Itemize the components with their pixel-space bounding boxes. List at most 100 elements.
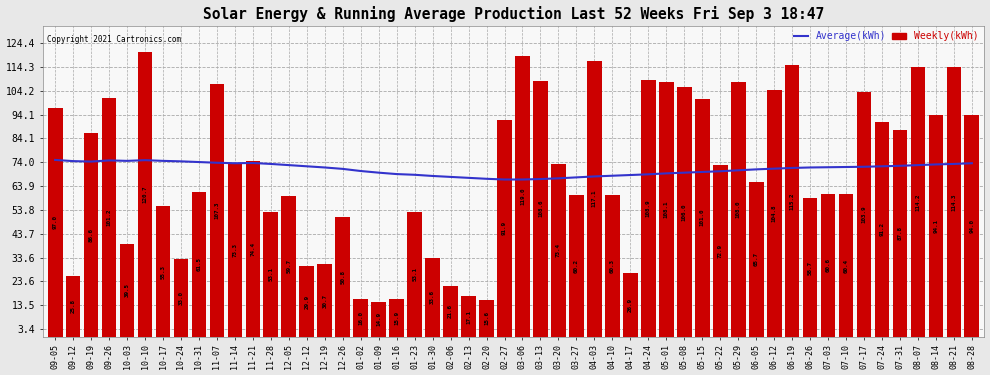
Text: 60.4: 60.4 — [843, 259, 848, 273]
Bar — [246, 161, 260, 337]
Bar — [48, 108, 62, 337]
Text: 15.9: 15.9 — [394, 311, 399, 325]
Bar — [623, 273, 638, 337]
Text: 58.7: 58.7 — [808, 261, 813, 274]
Bar — [605, 195, 620, 337]
Text: 60.3: 60.3 — [610, 259, 615, 273]
Text: 108.6: 108.6 — [538, 200, 543, 217]
Text: 72.9: 72.9 — [718, 244, 723, 258]
Bar — [803, 198, 818, 337]
Bar — [874, 122, 889, 337]
Bar — [318, 264, 332, 337]
Text: 114.3: 114.3 — [951, 193, 956, 211]
Text: 101.0: 101.0 — [700, 209, 705, 226]
Text: 103.9: 103.9 — [861, 206, 866, 223]
Bar — [533, 81, 547, 337]
Text: 73.4: 73.4 — [556, 243, 561, 257]
Bar — [407, 211, 422, 337]
Text: 16.0: 16.0 — [358, 311, 363, 325]
Bar — [893, 130, 907, 337]
Text: 108.0: 108.0 — [736, 201, 741, 218]
Text: 97.0: 97.0 — [52, 215, 57, 229]
Bar — [964, 115, 979, 337]
Text: 17.1: 17.1 — [466, 310, 471, 324]
Text: Copyright 2021 Cartronics.com: Copyright 2021 Cartronics.com — [48, 35, 181, 44]
Bar — [138, 52, 152, 337]
Bar — [281, 196, 296, 337]
Text: 94.0: 94.0 — [969, 219, 974, 233]
Bar — [173, 259, 188, 337]
Text: 94.1: 94.1 — [934, 219, 939, 233]
Text: 25.8: 25.8 — [70, 299, 75, 314]
Bar — [856, 92, 871, 337]
Bar — [84, 133, 98, 337]
Text: 115.2: 115.2 — [790, 192, 795, 210]
Bar — [497, 120, 512, 337]
Bar — [192, 192, 206, 337]
Bar — [336, 217, 350, 337]
Text: 29.9: 29.9 — [304, 294, 309, 309]
Text: 87.8: 87.8 — [898, 226, 903, 240]
Text: 108.9: 108.9 — [645, 200, 650, 217]
Text: 50.8: 50.8 — [341, 270, 346, 284]
Text: 14.9: 14.9 — [376, 312, 381, 326]
Bar — [263, 211, 278, 337]
Bar — [426, 258, 440, 337]
Text: 119.0: 119.0 — [520, 188, 525, 205]
Text: 73.3: 73.3 — [233, 243, 238, 257]
Text: 26.9: 26.9 — [628, 298, 633, 312]
Bar — [641, 80, 655, 337]
Title: Solar Energy & Running Average Production Last 52 Weeks Fri Sep 3 18:47: Solar Energy & Running Average Productio… — [203, 6, 824, 21]
Text: 114.2: 114.2 — [916, 194, 921, 211]
Text: 65.7: 65.7 — [753, 252, 758, 266]
Bar — [551, 164, 566, 337]
Text: 55.3: 55.3 — [160, 265, 165, 279]
Text: 59.7: 59.7 — [286, 260, 291, 273]
Bar — [785, 65, 800, 337]
Bar — [299, 266, 314, 337]
Bar — [120, 244, 135, 337]
Text: 108.1: 108.1 — [663, 201, 669, 218]
Bar — [569, 195, 584, 337]
Bar — [731, 82, 745, 337]
Bar — [821, 194, 836, 337]
Text: 53.1: 53.1 — [268, 267, 273, 281]
Bar — [587, 61, 602, 337]
Text: 60.2: 60.2 — [574, 259, 579, 273]
Text: 106.0: 106.0 — [682, 203, 687, 220]
Bar — [839, 194, 853, 337]
Text: 120.7: 120.7 — [143, 186, 148, 203]
Text: 86.6: 86.6 — [88, 228, 94, 242]
Text: 39.5: 39.5 — [125, 283, 130, 297]
Bar — [748, 182, 763, 337]
Bar — [210, 84, 225, 337]
Text: 107.3: 107.3 — [215, 201, 220, 219]
Text: 61.5: 61.5 — [196, 257, 201, 271]
Bar — [929, 115, 943, 337]
Text: 30.7: 30.7 — [323, 294, 328, 308]
Bar — [767, 90, 781, 337]
Text: 74.4: 74.4 — [250, 242, 255, 256]
Text: 53.1: 53.1 — [412, 267, 417, 281]
Text: 21.6: 21.6 — [448, 304, 453, 318]
Bar — [102, 98, 117, 337]
Bar — [695, 99, 710, 337]
Bar — [371, 302, 386, 337]
Bar — [353, 299, 368, 337]
Text: 91.2: 91.2 — [879, 222, 884, 236]
Text: 117.1: 117.1 — [592, 190, 597, 207]
Legend: Average(kWh), Weekly(kWh): Average(kWh), Weekly(kWh) — [790, 27, 982, 45]
Bar — [515, 56, 530, 337]
Text: 101.2: 101.2 — [107, 209, 112, 226]
Bar — [479, 300, 494, 337]
Bar — [65, 276, 80, 337]
Bar — [946, 67, 961, 337]
Text: 15.6: 15.6 — [484, 311, 489, 326]
Bar — [659, 82, 673, 337]
Bar — [444, 286, 458, 337]
Text: 104.8: 104.8 — [771, 204, 776, 222]
Bar — [389, 299, 404, 337]
Bar — [677, 87, 692, 337]
Bar — [155, 206, 170, 337]
Text: 33.6: 33.6 — [430, 290, 436, 304]
